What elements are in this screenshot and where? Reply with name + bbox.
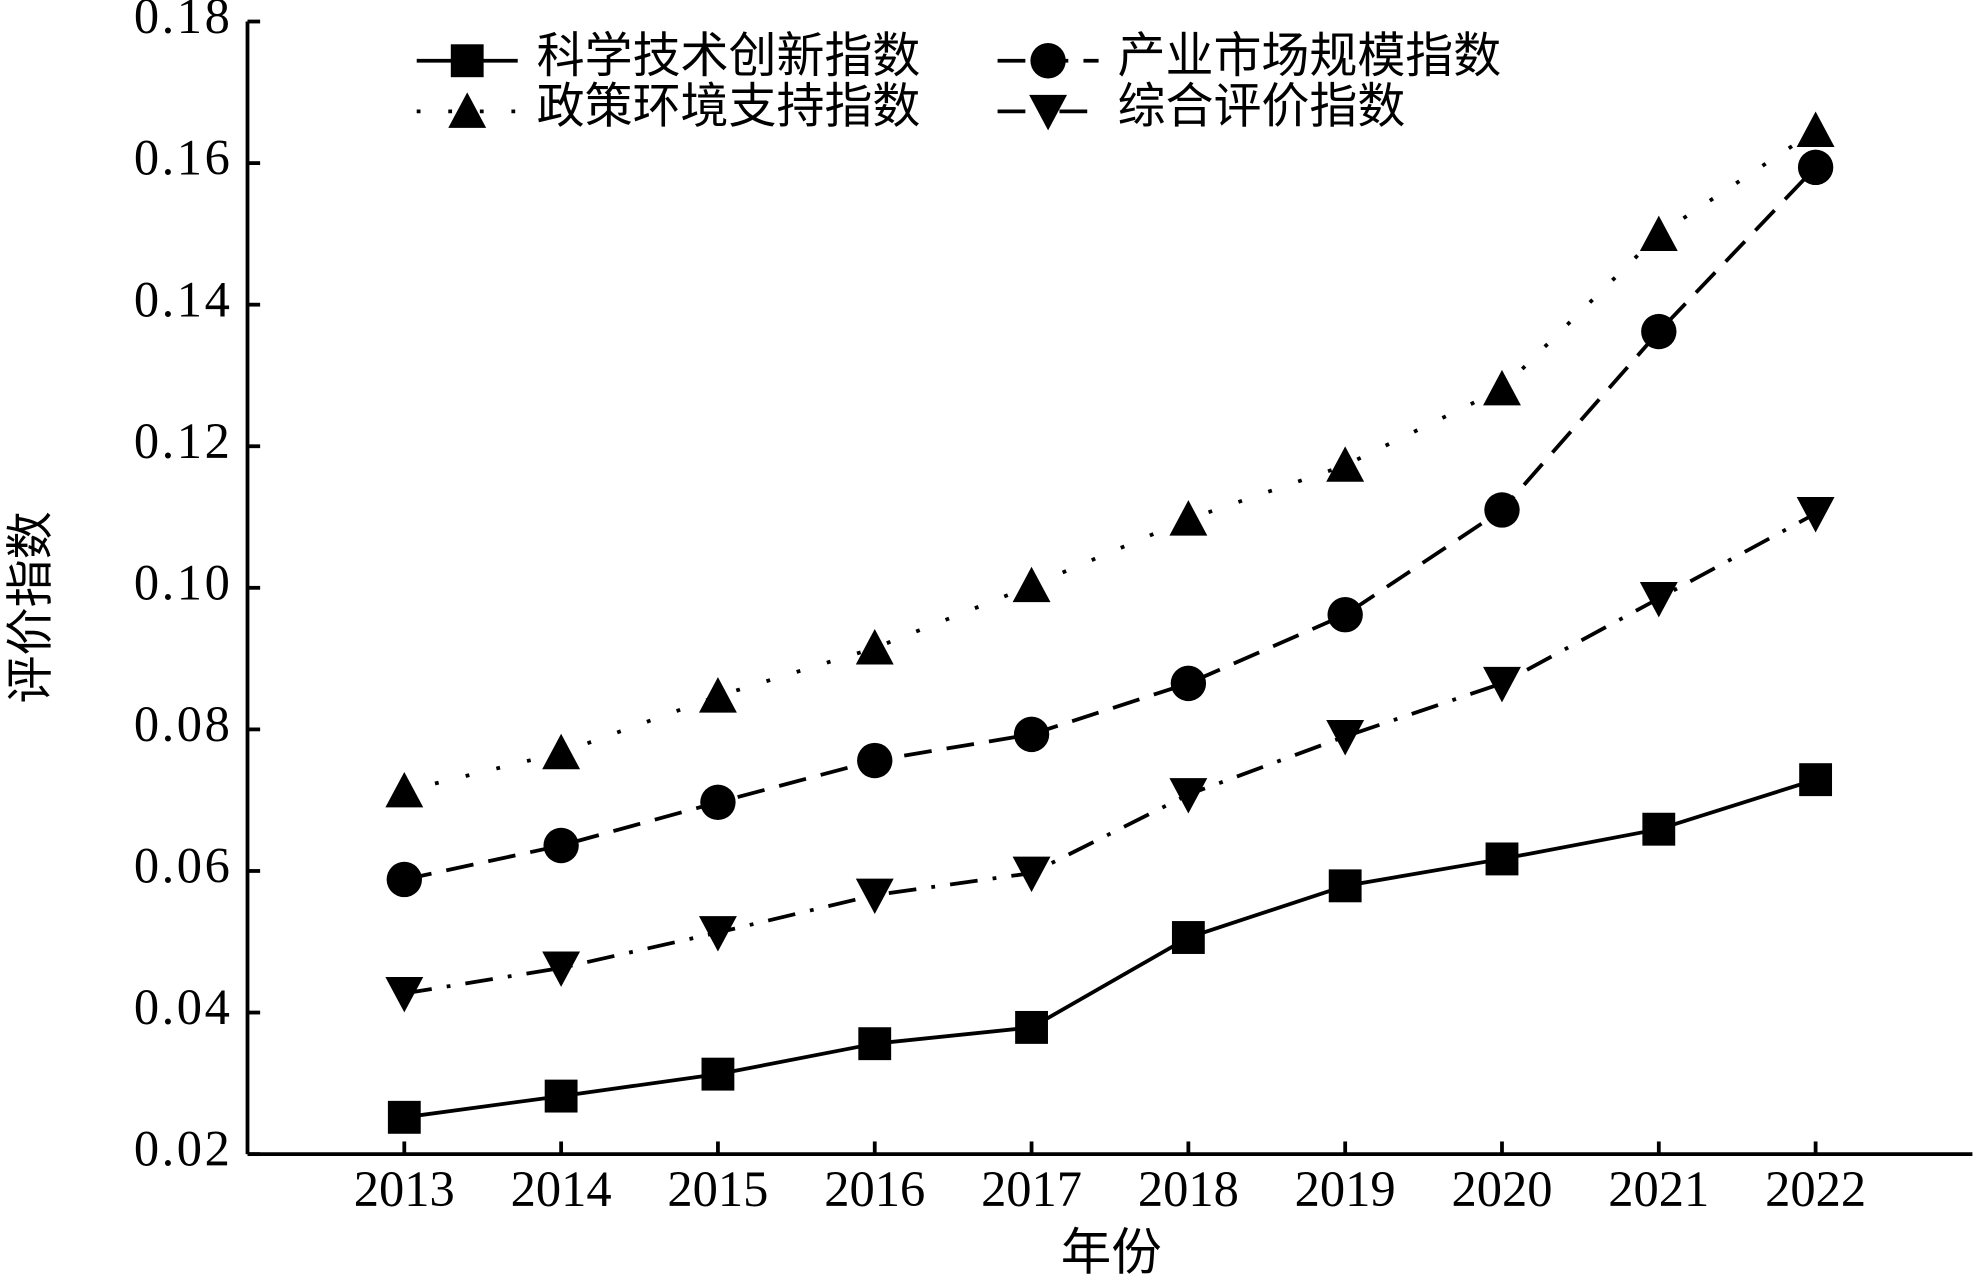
marker (855, 629, 894, 665)
marker (700, 784, 736, 821)
y-tick-label: 0.12 (134, 413, 232, 469)
x-tick-label: 2016 (824, 1161, 925, 1217)
legend-label: 综合评价指数 (1118, 80, 1406, 133)
marker (1642, 812, 1676, 846)
y-tick-label: 0.14 (134, 271, 232, 327)
legend-marker (450, 44, 484, 78)
x-tick-label: 2013 (354, 1161, 455, 1217)
x-tick-label: 2018 (1138, 1161, 1239, 1217)
marker (1012, 856, 1051, 893)
legend-marker (1029, 94, 1068, 131)
marker (1796, 497, 1835, 533)
marker (1326, 720, 1365, 756)
marker (1013, 716, 1050, 753)
marker (855, 878, 894, 915)
x-tick-label: 2021 (1608, 1161, 1709, 1217)
y-tick-label: 0.04 (134, 979, 232, 1035)
marker (1484, 492, 1520, 528)
series-line (404, 511, 1817, 996)
x-tick-label: 2022 (1765, 1161, 1866, 1217)
marker (701, 1057, 735, 1091)
series-line (403, 128, 1817, 793)
marker (1639, 215, 1678, 252)
marker (386, 861, 422, 898)
marker (1799, 763, 1833, 797)
marker (858, 1027, 892, 1061)
marker (1328, 869, 1362, 903)
marker (544, 1079, 578, 1113)
x-tick-label: 2019 (1295, 1161, 1396, 1217)
legend-label: 产业市场规模指数 (1118, 30, 1502, 83)
y-axis-label: 评价指数 (4, 511, 57, 703)
marker (1483, 666, 1521, 703)
x-tick-label: 2020 (1451, 1161, 1552, 1217)
marker (1015, 1010, 1048, 1044)
marker (387, 1100, 421, 1134)
legend-label: 科学技术创新指数 (537, 30, 921, 83)
marker (1326, 446, 1365, 482)
marker (698, 916, 737, 952)
x-tick-label: 2014 (511, 1161, 612, 1217)
marker (1170, 665, 1207, 702)
series-line (403, 166, 1817, 882)
marker (1639, 581, 1678, 618)
legend-marker (1030, 43, 1066, 79)
y-tick-label: 0.18 (134, 0, 232, 44)
marker (1483, 369, 1521, 406)
legend-marker (448, 92, 487, 128)
y-tick-label: 0.10 (134, 554, 232, 610)
marker (542, 733, 581, 770)
marker (1171, 921, 1205, 954)
marker (857, 742, 893, 779)
marker (1169, 778, 1208, 814)
marker (1327, 597, 1363, 633)
marker (1012, 566, 1051, 603)
series-line (404, 777, 1817, 1120)
x-tick-label: 2017 (981, 1161, 1082, 1217)
x-axis-label: 年份 (1061, 1224, 1162, 1280)
marker (1796, 111, 1835, 147)
marker (385, 771, 424, 808)
y-tick-label: 0.16 (134, 130, 232, 186)
y-tick-label: 0.02 (134, 1121, 232, 1177)
marker (1485, 842, 1519, 876)
marker (385, 976, 424, 1013)
x-tick-label: 2015 (667, 1161, 768, 1217)
marker (543, 827, 579, 864)
marker (698, 677, 737, 713)
y-tick-label: 0.06 (134, 838, 232, 894)
legend-label: 政策环境支持指数 (537, 80, 921, 133)
marker (542, 951, 581, 987)
marker (1169, 500, 1208, 536)
y-tick-label: 0.08 (134, 696, 232, 752)
marker (1797, 149, 1834, 186)
marker (1641, 313, 1677, 350)
